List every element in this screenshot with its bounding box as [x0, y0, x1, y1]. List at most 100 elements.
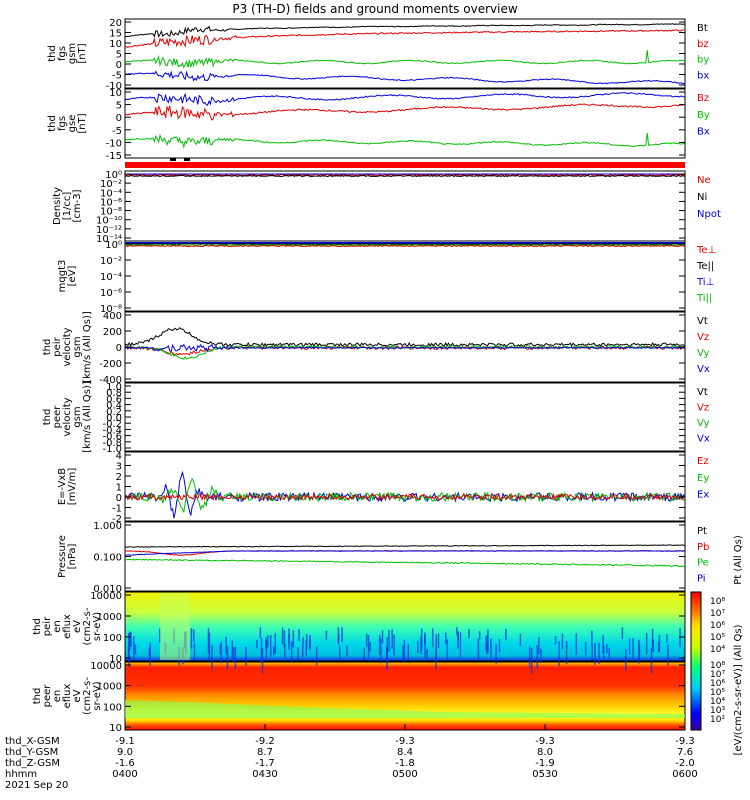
ytick-label-fgs_gse-0: 10: [109, 88, 122, 99]
ytick-label-peer_spec-3: 10: [109, 723, 122, 734]
ytick-label-pressure-0: 1.000: [93, 521, 122, 532]
ytick-label-fgs_gsm-2: 10: [109, 39, 122, 50]
spec-streak: [302, 645, 304, 658]
spec-streak: [245, 646, 247, 666]
spec-streak: [594, 643, 596, 665]
ylabel-peir_spec-0: thd: [32, 618, 43, 635]
spec-streak: [485, 635, 487, 651]
xaxis-val-1-3: 8.0: [537, 747, 553, 758]
spec-streak: [388, 630, 390, 652]
spec-streak: [632, 638, 634, 659]
ytick-label-fgs_gse-4: -10: [106, 138, 122, 149]
ylabel-peer_spec-6: sr-eV): [92, 681, 103, 710]
ylabel-temp-1: [eV]: [67, 266, 78, 287]
ytick-label-temp-3: 10⁻⁶: [100, 288, 122, 299]
spec-streak: [346, 645, 348, 657]
ytick-label-temp-1: 10⁻²: [100, 256, 122, 267]
spec-streak: [338, 645, 341, 659]
ylabel-peer_spec-1: peer: [42, 684, 53, 708]
colorbar-tick-bottom-6: 10²: [710, 715, 725, 725]
spec-streak: [272, 646, 275, 656]
legend-efield-2: Ex: [697, 490, 709, 501]
colorbar-tick-bottom-4: 10⁴: [710, 697, 725, 707]
spec-streak: [679, 627, 681, 648]
spec-streak: [283, 630, 286, 648]
legend-fgs_gsm-1: bz: [697, 39, 709, 50]
spec-streak: [193, 629, 195, 643]
ytick-label-density-1: 10⁻²: [100, 179, 122, 190]
trace-bz: [124, 29, 685, 48]
panel-efield: [124, 451, 686, 522]
ytick-label-density-4: 10⁻⁸: [100, 207, 122, 218]
spec-streak: [148, 647, 151, 657]
spec-streak: [666, 634, 668, 643]
ytick-label-peer_vel-6: -0.2: [102, 419, 122, 430]
spec-streak: [402, 645, 404, 661]
panel-peer_spec: [124, 661, 686, 731]
ytick-label-efield-6: -2: [112, 514, 122, 525]
spec-streak: [381, 630, 384, 644]
xaxis-val-3-4: 0600: [672, 769, 697, 780]
spec-streak: [486, 642, 488, 655]
legend-temp-2: Ti⊥: [696, 277, 714, 288]
xaxis-val-3-3: 0530: [532, 769, 557, 780]
ytick-label-density-2: 10⁻⁴: [100, 188, 122, 199]
spec-streak: [325, 630, 328, 640]
trace-Vx: [124, 343, 685, 353]
spec-streak: [225, 636, 227, 655]
trace-Pt: [124, 544, 686, 548]
ytick-label-temp-0: 10⁰: [105, 240, 122, 251]
spec-streak: [284, 643, 286, 659]
panel-pressure: [124, 521, 686, 592]
spec-streak: [337, 627, 340, 643]
spec-streak: [134, 644, 137, 655]
spec-streak: [628, 638, 631, 655]
trace-Tipar: [125, 243, 685, 247]
spec-streak: [190, 628, 193, 649]
legend-pressure-0: Pt: [697, 526, 707, 537]
ylabel-peir_spec-3: eflux: [62, 614, 73, 639]
spec-streak: [431, 628, 434, 648]
spec-streak: [591, 630, 593, 647]
spec-streak: [298, 629, 300, 642]
ytick-label-fgs_gsm-0: 20: [109, 18, 122, 29]
spec-streak: [309, 639, 311, 648]
spec-streak: [290, 641, 293, 663]
xaxis-val-0-2: -9.3: [395, 736, 415, 747]
ytick-label-peer_vel-0: 1.0: [106, 382, 122, 393]
colorbar: [690, 591, 702, 731]
trace-bx: [124, 70, 686, 85]
ylabel-fgs_gsm-3: [nT]: [77, 43, 88, 63]
ytick-label-efield-5: -1: [112, 504, 122, 515]
ylabel-peer_vel-1: peer: [52, 405, 63, 429]
colorbar-tick-top-4: 10⁴: [710, 645, 725, 655]
spec-streak: [363, 647, 366, 661]
spec-streak: [341, 627, 343, 642]
ylabel-peir_vel-4: [km/s (All Qs)]: [82, 311, 93, 383]
spec-streak: [554, 636, 557, 645]
spec-streak: [540, 648, 542, 664]
xaxis-val-2-1: -1.7: [255, 758, 275, 769]
ylabel-fgs_gse-0: thd: [47, 115, 58, 132]
spec-streak: [606, 644, 608, 654]
ylabel-peir_spec-5: (cm2-s-: [82, 607, 93, 645]
ytick-label-peer_vel-5: 0.0: [106, 413, 122, 424]
trace-Teperp: [124, 244, 686, 248]
spec-streak: [650, 647, 653, 674]
spec-streak: [624, 648, 627, 671]
ylabel-density-1: [1/cc]: [62, 192, 73, 221]
spec-streak: [495, 643, 497, 664]
flag-mark-1: [170, 158, 176, 161]
ytick-label-temp-2: 10⁻⁴: [100, 272, 122, 283]
spec-streak: [274, 633, 277, 654]
spec-streak: [369, 642, 371, 652]
ytick-label-efield-3: 1: [116, 483, 122, 494]
spec-streak: [259, 627, 262, 639]
ylabel-peir_spec-6: sr-eV): [92, 612, 103, 641]
trace-By-gse: [124, 103, 686, 121]
spec-streak: [261, 648, 264, 674]
ytick-label-peer_vel-10: -1.0: [102, 444, 122, 455]
spec-streak: [446, 639, 448, 661]
spec-streak: [558, 641, 561, 667]
spec-streak: [519, 633, 522, 647]
